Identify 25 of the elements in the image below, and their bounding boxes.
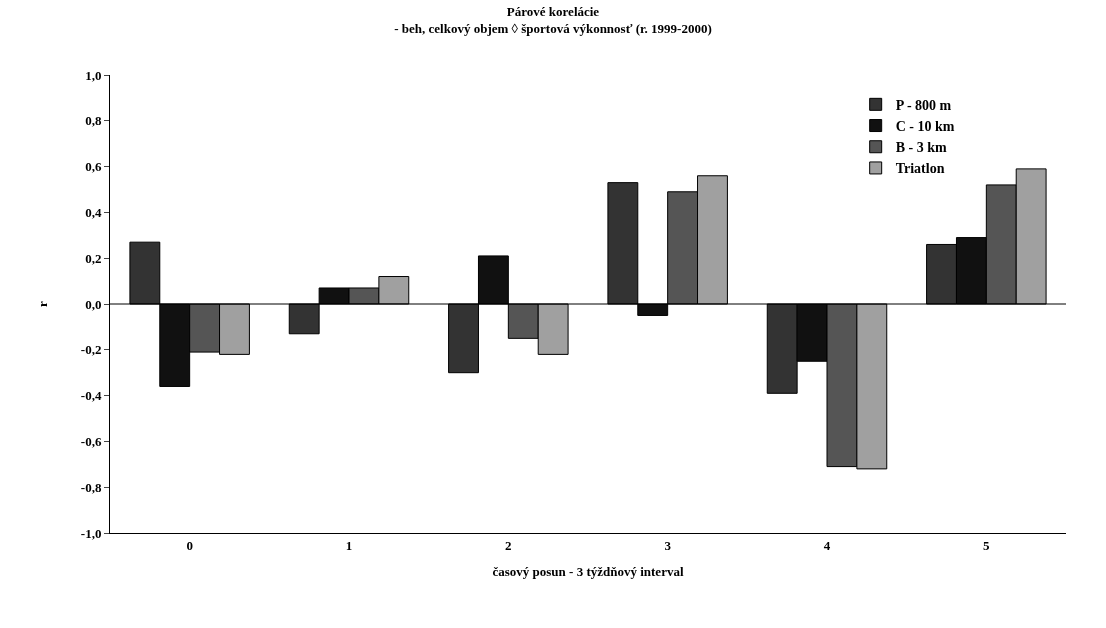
legend-label: Triatlon: [895, 161, 945, 177]
y-tick-label: -0,8: [80, 479, 102, 495]
y-tick-label: 1,0: [85, 67, 102, 83]
x-tick-label: 2: [505, 537, 512, 553]
y-tick-label: -1,0: [80, 525, 102, 541]
chart-title: Párové korelácie: [506, 3, 600, 19]
y-tick-label: -0,6: [80, 433, 102, 449]
y-tick-label: 0,8: [85, 113, 102, 129]
y-tick-label: 0,0: [85, 296, 102, 312]
y-tick-label: -0,4: [80, 388, 102, 404]
chart-subtitle: - beh, celkový objem ◊ športová výkonnosť (r. 1999-2000): [394, 20, 712, 36]
legend-label: C - 10 km: [895, 119, 955, 134]
legend-label: P - 800 m: [895, 97, 952, 113]
x-tick-label: 3: [664, 537, 672, 553]
y-tick-label: 0,6: [85, 159, 102, 175]
y-tick-label: 0,4: [85, 204, 102, 220]
x-tick-label: 5: [983, 537, 991, 553]
x-tick-label: 1: [345, 537, 353, 553]
x-tick-label: 0: [186, 537, 193, 553]
y-tick-label: 0,2: [85, 250, 102, 266]
x-tick-label: 4: [823, 537, 831, 553]
legend-label: B - 3 km: [895, 140, 947, 156]
x-axis-title: časový posun - 3 týždňový interval: [492, 564, 684, 580]
y-axis-title: r: [34, 300, 50, 307]
y-tick-label: -0,2: [80, 342, 102, 358]
